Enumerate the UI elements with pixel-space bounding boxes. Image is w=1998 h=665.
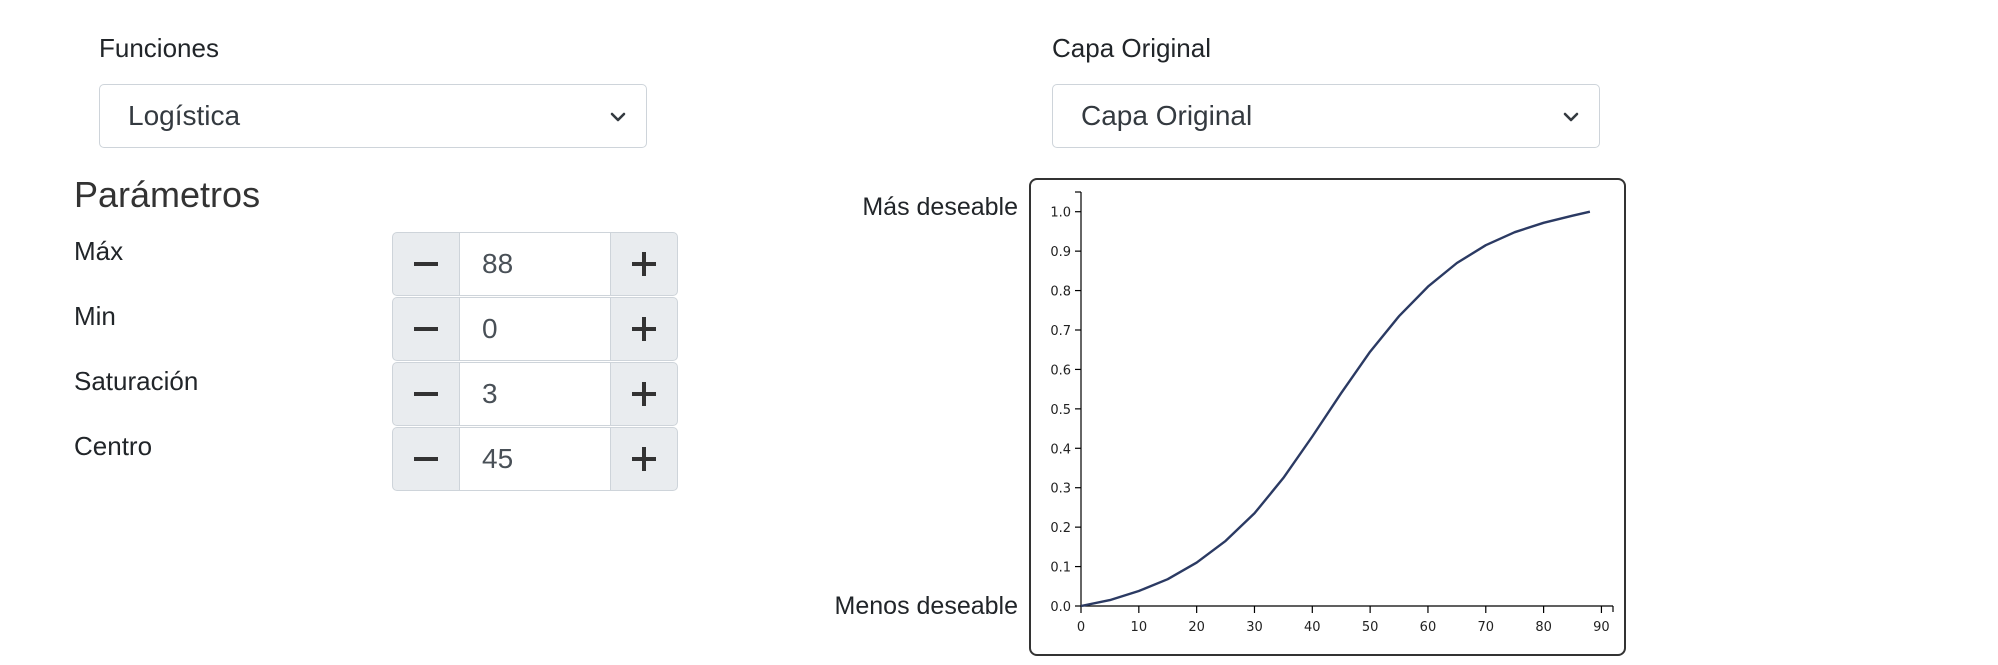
- saturation-stepper: 3: [392, 362, 678, 426]
- center-decrement-button[interactable]: [392, 427, 460, 491]
- y-tick-label: 0.3: [1050, 482, 1071, 497]
- plus-icon: [632, 382, 656, 406]
- center-increment-button[interactable]: [610, 427, 678, 491]
- functions-label: Funciones: [99, 33, 219, 63]
- minus-icon: [414, 392, 438, 396]
- chevron-down-icon: [1563, 112, 1579, 122]
- plus-icon: [632, 252, 656, 276]
- param-label-center: Centro: [74, 431, 153, 461]
- x-tick-label: 10: [1131, 620, 1148, 635]
- x-tick-label: 90: [1593, 620, 1610, 635]
- layer-select-value: Capa Original: [1081, 100, 1253, 131]
- saturation-value-input[interactable]: 3: [460, 362, 610, 426]
- minus-icon: [414, 327, 438, 331]
- plus-icon: [632, 317, 656, 341]
- x-tick-label: 20: [1188, 620, 1205, 635]
- layer-select[interactable]: Capa Original: [1052, 84, 1600, 148]
- center-value-input[interactable]: 45: [460, 427, 610, 491]
- x-tick-label: 30: [1246, 620, 1263, 635]
- min-increment-button[interactable]: [610, 297, 678, 361]
- y-tick-label: 0.7: [1050, 324, 1071, 339]
- max-decrement-button[interactable]: [392, 232, 460, 296]
- functions-select-value: Logística: [128, 100, 241, 131]
- logistic-chart: 0.0 0.1 0.2 0.3 0.4 0.5 0.6 0.7 0.8 0.9 1.0 0 10 20 30…: [1050, 191, 1614, 635]
- parameters-title: Parámetros: [74, 174, 261, 215]
- y-tick-label: 0.4: [1050, 442, 1071, 457]
- y-tick-label: 0.5: [1050, 403, 1071, 418]
- center-stepper: 45: [392, 427, 678, 491]
- saturation-decrement-button[interactable]: [392, 362, 460, 426]
- x-tick-label: 60: [1420, 620, 1437, 635]
- x-tick-label: 70: [1478, 620, 1495, 635]
- y-tick-label: 0.8: [1050, 285, 1071, 300]
- max-increment-button[interactable]: [610, 232, 678, 296]
- y-tick-label: 0.9: [1050, 245, 1071, 260]
- chart-label-less-desirable: Menos deseable: [834, 592, 1018, 620]
- min-stepper: 0: [392, 297, 678, 361]
- chart-label-more-desirable: Más deseable: [862, 193, 1018, 221]
- chevron-down-icon: [610, 112, 626, 122]
- series-line: [1080, 210, 1591, 608]
- minus-icon: [414, 457, 438, 461]
- y-tick-label: 0.2: [1050, 521, 1071, 536]
- y-tick-label: 0.0: [1050, 600, 1071, 615]
- min-value-input[interactable]: 0: [460, 297, 610, 361]
- functions-select[interactable]: Logística: [99, 84, 647, 148]
- param-label-saturation: Saturación: [74, 366, 199, 396]
- x-tick-label: 50: [1362, 620, 1379, 635]
- chart-container: 0.0 0.1 0.2 0.3 0.4 0.5 0.6 0.7 0.8 0.9 1.0 0 10 20 30…: [1029, 178, 1626, 656]
- y-tick-label: 1.0: [1050, 206, 1071, 221]
- y-tick-label: 0.1: [1050, 561, 1071, 576]
- x-tick-label: 80: [1535, 620, 1552, 635]
- saturation-increment-button[interactable]: [610, 362, 678, 426]
- minus-icon: [414, 262, 438, 266]
- y-tick-label: 0.6: [1050, 363, 1071, 378]
- x-tick-label: 0: [1077, 620, 1085, 635]
- max-stepper: 88: [392, 232, 678, 296]
- min-decrement-button[interactable]: [392, 297, 460, 361]
- param-label-max: Máx: [74, 236, 124, 266]
- x-tick-label: 40: [1304, 620, 1321, 635]
- plus-icon: [632, 447, 656, 471]
- param-label-min: Min: [74, 301, 116, 331]
- max-value-input[interactable]: 88: [460, 232, 610, 296]
- layer-label: Capa Original: [1052, 33, 1211, 63]
